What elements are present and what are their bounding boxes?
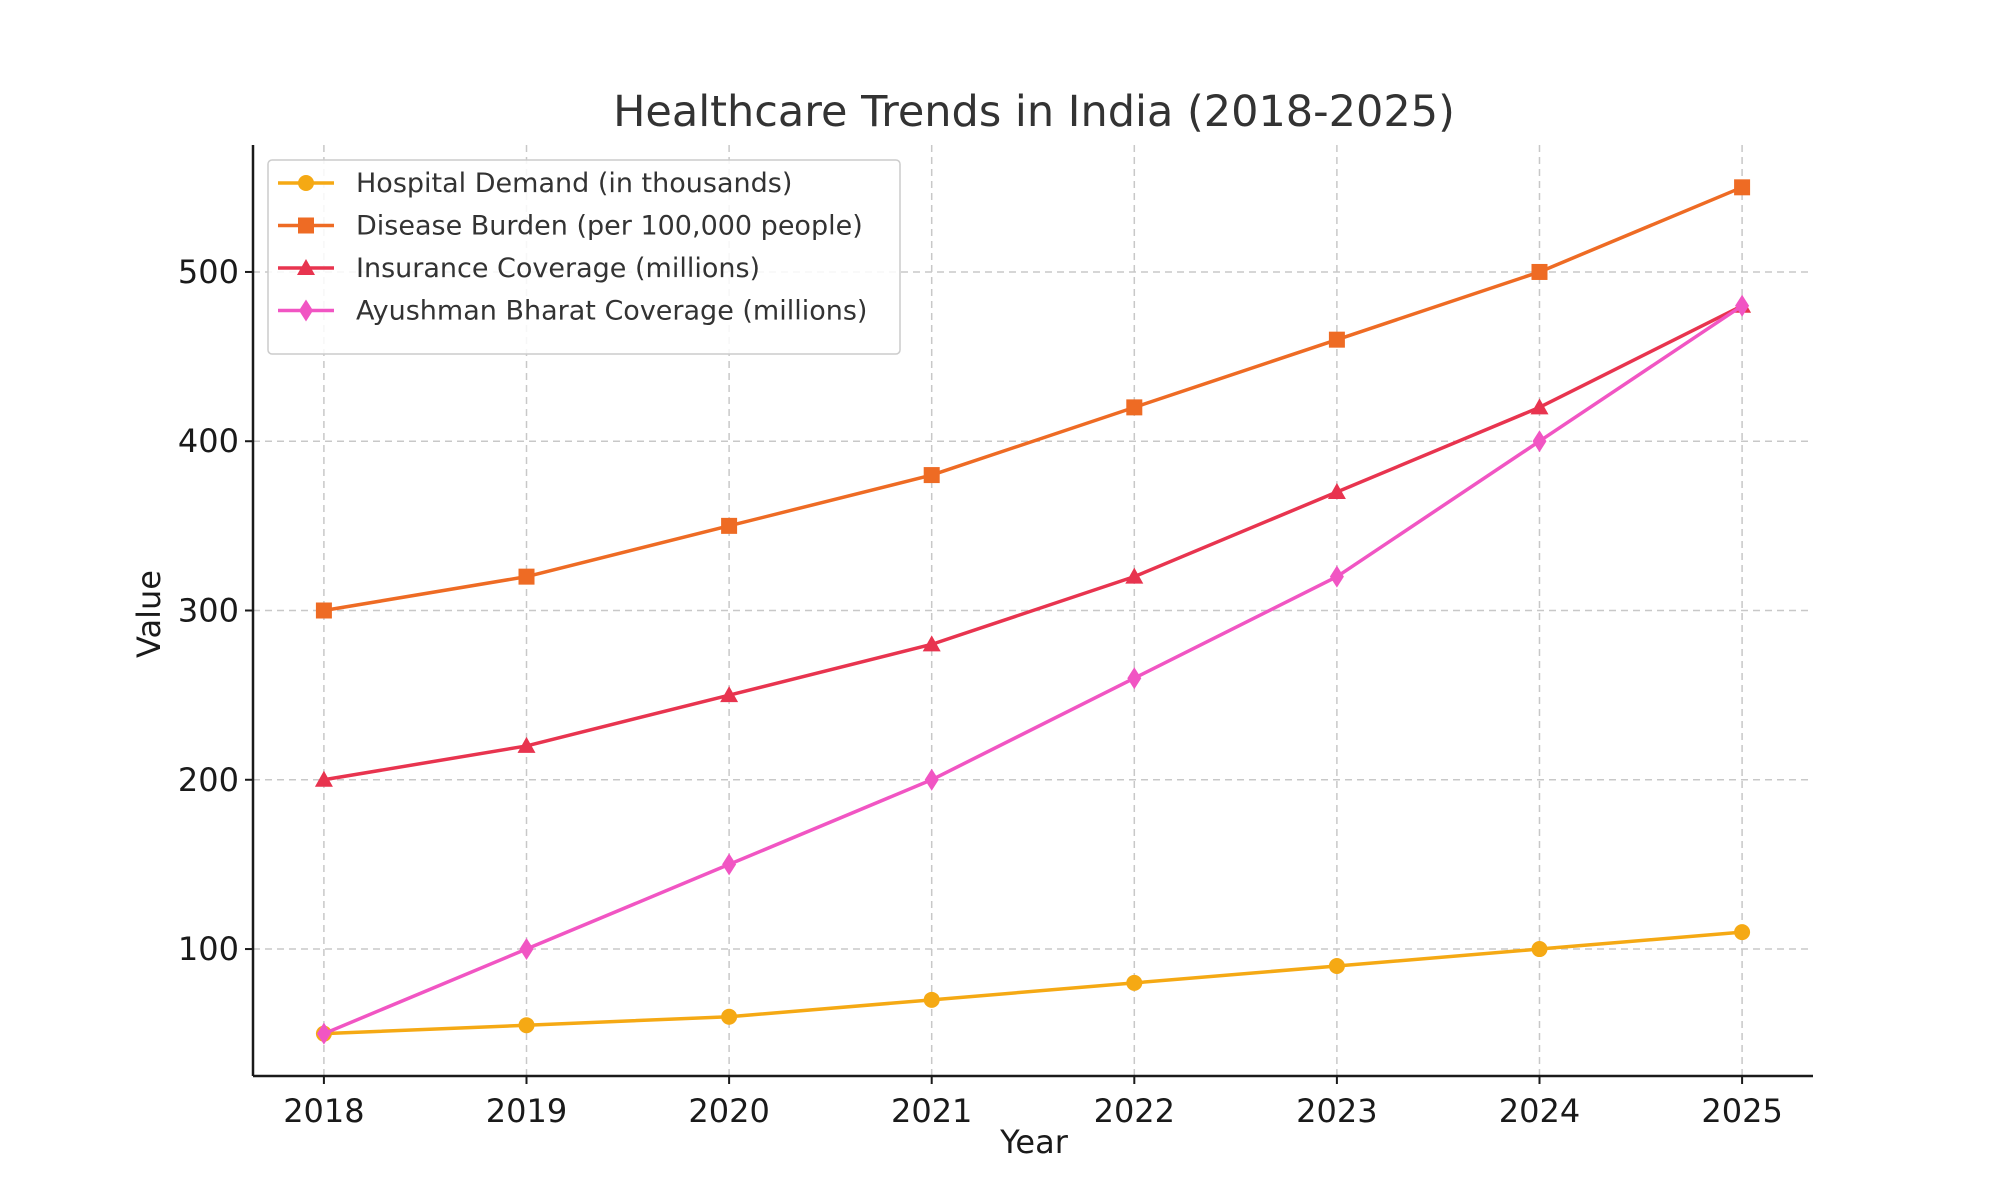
legend-item-2: Insurance Coverage (millions) [278, 253, 760, 284]
x-tick-label-2020: 2020 [688, 1092, 769, 1130]
y-tick-label-500: 500 [178, 253, 239, 291]
y-tick-label-400: 400 [178, 422, 239, 460]
data-point-1-2024 [1531, 263, 1548, 280]
legend-marker-1 [298, 217, 314, 234]
x-tick-label-2025: 2025 [1701, 1092, 1782, 1130]
data-point-1-2018 [315, 602, 332, 619]
series-3 [316, 294, 1750, 1045]
data-point-1-2020 [721, 517, 738, 534]
axes [245, 145, 1813, 1084]
legend-label-2: Insurance Coverage (millions) [356, 253, 760, 284]
series-line-0 [323, 930, 1743, 1036]
data-point-1-2021 [923, 467, 940, 484]
series-0 [315, 924, 1751, 1042]
x-axis-label: Year [999, 1123, 1069, 1161]
x-tick-label-2019: 2019 [486, 1092, 567, 1130]
y-tick-label-300: 300 [178, 592, 239, 630]
chart-title: Healthcare Trends in India (2018-2025) [613, 87, 1455, 137]
data-point-0-2019 [518, 1017, 535, 1034]
data-point-0-2023 [1328, 957, 1345, 974]
data-point-3-2022 [1127, 667, 1142, 690]
legend-label-1: Disease Burden (per 100,000 people) [356, 211, 863, 242]
series-1 [315, 179, 1751, 619]
y-tick-label-200: 200 [178, 761, 239, 799]
legend-item-1: Disease Burden (per 100,000 people) [278, 211, 863, 242]
legend-marker-0 [298, 175, 314, 191]
data-point-3-2020 [722, 853, 737, 876]
data-point-1-2023 [1328, 331, 1345, 348]
data-point-3-2023 [1329, 565, 1344, 588]
x-tick-label-2018: 2018 [283, 1092, 364, 1130]
legend-box [267, 159, 901, 355]
data-point-2-2024 [1530, 398, 1549, 415]
data-point-0-2020 [721, 1008, 738, 1025]
data-point-3-2018 [316, 1022, 331, 1045]
legend-marker-3 [299, 299, 313, 322]
data-point-0-2022 [1126, 974, 1143, 991]
data-point-3-2021 [924, 768, 939, 791]
x-tick-label-2021: 2021 [891, 1092, 972, 1130]
legend: Hospital Demand (in thousands) Disease Bu… [267, 159, 901, 355]
x-tick-label-2022: 2022 [1094, 1092, 1175, 1130]
series-line-1 [323, 185, 1743, 613]
data-point-1-2022 [1126, 399, 1143, 416]
data-point-2-2022 [1125, 567, 1144, 584]
legend-marker-2 [297, 259, 315, 275]
data-point-3-2019 [519, 938, 534, 961]
data-point-1-2019 [518, 568, 535, 585]
data-point-0-2021 [923, 991, 940, 1008]
data-point-2-2019 [517, 736, 536, 753]
legend-label-3: Ayushman Bharat Coverage (millions) [356, 296, 867, 327]
data-point-2-2021 [922, 635, 941, 652]
data-point-1-2025 [1734, 179, 1751, 196]
series-2 [314, 296, 1752, 787]
series-line-3 [323, 304, 1744, 1036]
y-tick-label-100: 100 [178, 930, 239, 968]
legend-item-3: Ayushman Bharat Coverage (millions) [278, 296, 867, 327]
data-point-0-2025 [1734, 924, 1751, 941]
data-point-2-2023 [1327, 483, 1346, 500]
data-point-3-2024 [1532, 430, 1547, 453]
tick-labels: 2018 2019 2020 2021 2022 2023 2024 2025 100 200 30… [178, 253, 1783, 1130]
x-tick-label-2023: 2023 [1296, 1092, 1377, 1130]
y-axis-label: Value [130, 570, 168, 658]
series-line-2 [323, 304, 1743, 782]
legend-label-0: Hospital Demand (in thousands) [356, 168, 792, 199]
series-group [314, 179, 1752, 1045]
data-point-3-2025 [1735, 294, 1750, 317]
data-point-0-2024 [1531, 941, 1548, 958]
x-tick-label-2024: 2024 [1499, 1092, 1580, 1130]
data-point-2-2018 [314, 770, 333, 787]
data-point-2-2020 [720, 686, 739, 703]
legend-item-0: Hospital Demand (in thousands) [278, 168, 792, 199]
